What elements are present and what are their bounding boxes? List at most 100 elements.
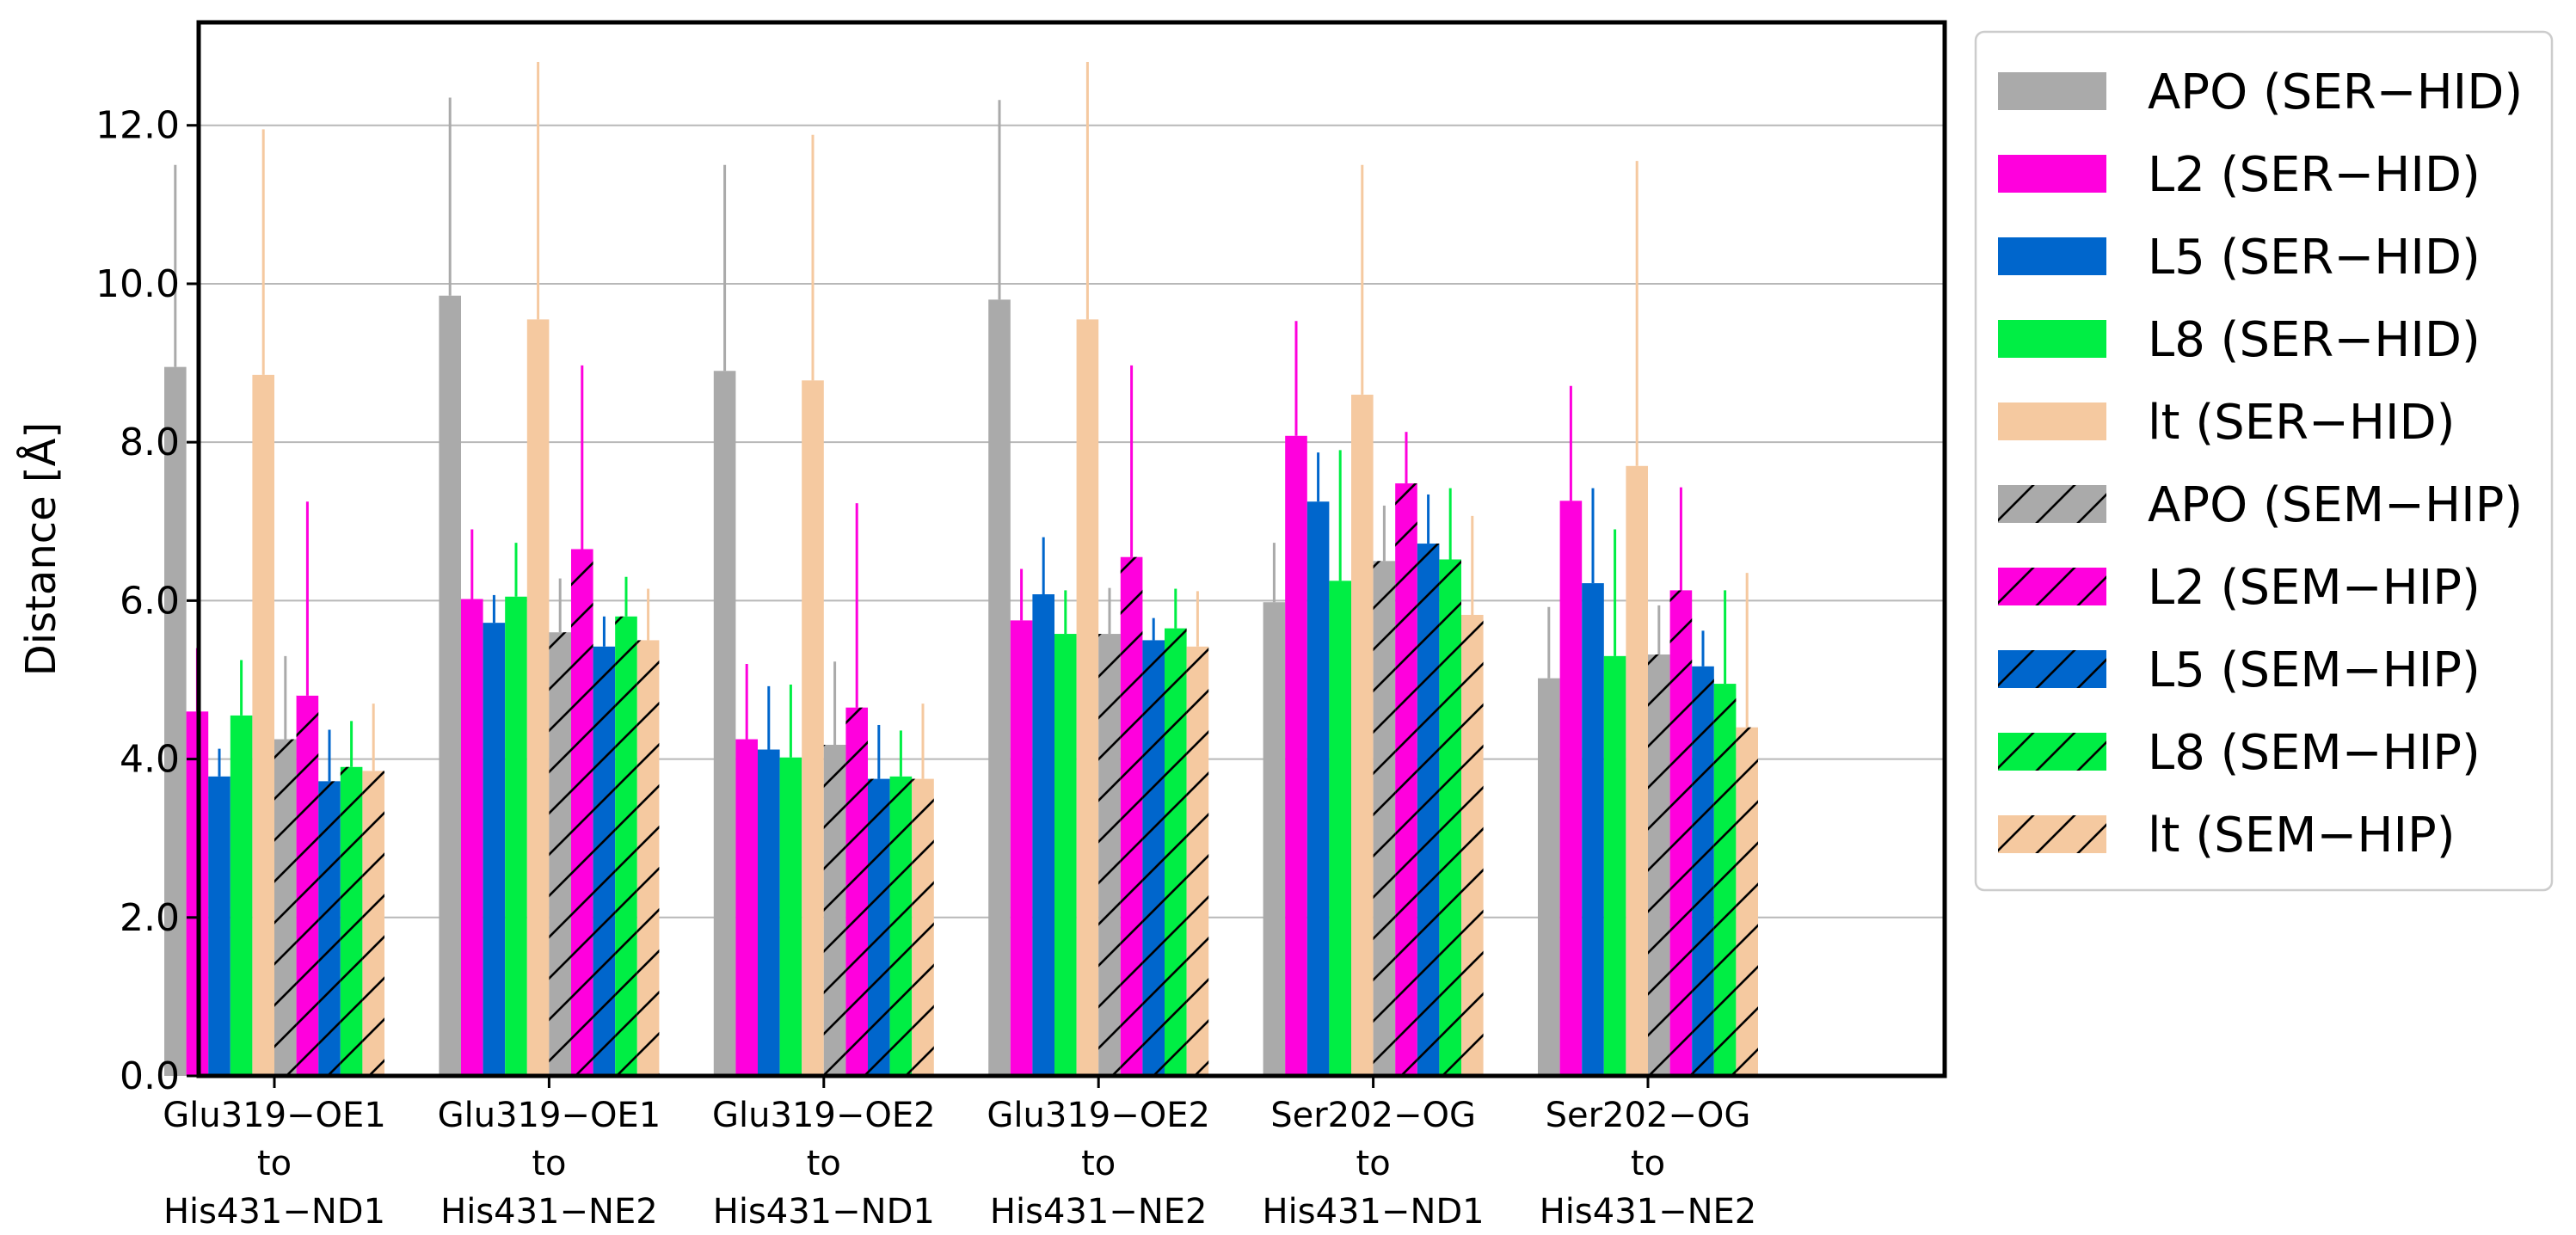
bar [735, 739, 758, 1076]
y-tick-label: 10.0 [95, 262, 180, 306]
bar-hatch [593, 646, 616, 1076]
bar-hatch [1736, 727, 1758, 1076]
y-tick-label: 4.0 [120, 738, 180, 782]
bar [802, 380, 824, 1076]
bar [1582, 583, 1604, 1076]
bars [164, 295, 1758, 1077]
x-tick-label: Glu319−OE2 [712, 1096, 936, 1135]
bar [1538, 678, 1560, 1076]
bar [1285, 435, 1307, 1077]
bar-hatch [1373, 561, 1396, 1076]
bar [1603, 655, 1626, 1076]
bar-hatch [549, 632, 571, 1076]
bar [208, 776, 231, 1076]
x-tick-label: His431−NE2 [1540, 1192, 1757, 1232]
legend-swatch [1998, 320, 2106, 358]
y-tick-label: 6.0 [120, 579, 180, 623]
x-tick-label: Ser202−OG [1546, 1096, 1751, 1135]
x-tick-label: His431−NE2 [990, 1192, 1208, 1232]
bar [164, 366, 187, 1076]
legend-label: L8 (SEM−HIP) [2148, 725, 2481, 781]
y-axis-label: Distance [Å] [16, 422, 65, 676]
bar [1076, 319, 1099, 1076]
bar [1306, 501, 1330, 1076]
legend-label: L2 (SEM−HIP) [2148, 560, 2481, 616]
legend-swatch [1998, 155, 2106, 193]
x-tick-label: to [807, 1144, 841, 1183]
bar [252, 374, 274, 1076]
bar-hatch [1142, 640, 1165, 1076]
bar [1559, 501, 1583, 1076]
bar [483, 623, 506, 1076]
y-tick-label: 2.0 [120, 896, 180, 940]
x-axis: Glu319−OE1 to His431−ND1 Glu319−OE1 to His431… [163, 1076, 1756, 1232]
x-tick-label: His431−ND1 [1263, 1192, 1485, 1232]
plot-frame [196, 20, 1947, 1078]
bar [1351, 394, 1374, 1076]
legend-swatch [1998, 72, 2106, 110]
legend-label: APO (SEM−HIP) [2148, 477, 2523, 533]
x-tick-label: His431−ND1 [163, 1192, 385, 1232]
bar [1263, 602, 1286, 1076]
bar-hatch [912, 778, 934, 1076]
bar-hatch [1165, 628, 1187, 1076]
legend-label: L2 (SER−HID) [2148, 147, 2481, 203]
bar [779, 757, 802, 1076]
legend-swatch-hatch [1998, 485, 2106, 523]
legend-label: lt (SER−HID) [2148, 395, 2456, 451]
bar-hatch [1648, 654, 1670, 1076]
bar-hatch [1186, 646, 1209, 1076]
legend-label: APO (SER−HID) [2148, 65, 2523, 120]
legend-swatch-hatch [1998, 650, 2106, 688]
legend-label: L5 (SER−HID) [2148, 230, 2481, 286]
bar [439, 295, 461, 1076]
bar-hatch [1098, 634, 1121, 1076]
bar-hatch [1120, 556, 1143, 1076]
x-tick-label: to [1631, 1144, 1665, 1183]
bar [1626, 465, 1648, 1076]
bar-hatch [823, 745, 846, 1076]
legend-label: L8 (SER−HID) [2148, 312, 2481, 368]
bar [758, 749, 780, 1076]
bar-hatch [636, 640, 660, 1076]
x-tick-label: Ser202−OG [1270, 1096, 1476, 1135]
bar-hatch [1395, 483, 1417, 1076]
legend-label: L5 (SEM−HIP) [2148, 642, 2481, 698]
legend-swatch-hatch [1998, 568, 2106, 605]
bar [526, 319, 550, 1076]
bar-hatch [318, 781, 341, 1076]
bar [505, 596, 527, 1076]
bar-hatch [845, 707, 868, 1076]
y-tick-label: 12.0 [95, 104, 180, 148]
x-tick-label: to [257, 1144, 292, 1183]
legend-swatch-hatch [1998, 815, 2106, 853]
legend-swatch-hatch [1998, 733, 2106, 771]
bar-hatch [1692, 666, 1714, 1076]
bar-hatch [1713, 684, 1737, 1076]
bar-hatch [1461, 614, 1484, 1076]
x-tick-label: to [1081, 1144, 1116, 1183]
bar [713, 371, 736, 1076]
legend: APO (SER−HID) L2 (SER−HID) L5 (SER−HID) L8 … [1974, 30, 2554, 892]
bar [988, 299, 1011, 1076]
legend-swatch [1998, 402, 2106, 440]
bar-hatch [889, 776, 913, 1076]
bar-hatch [615, 616, 637, 1076]
bar [230, 715, 253, 1076]
bar [1329, 581, 1351, 1076]
bar [1032, 594, 1054, 1076]
x-tick-label: His431−ND1 [713, 1192, 935, 1232]
legend-swatch [1998, 237, 2106, 275]
bar-hatch [868, 778, 890, 1076]
bar-hatch [1439, 559, 1461, 1076]
bar-hatch [274, 739, 297, 1076]
x-tick-label: Glu319−OE1 [438, 1096, 661, 1135]
bar-hatch [362, 771, 384, 1076]
bar-hatch [1417, 544, 1440, 1076]
bar-hatch [296, 695, 319, 1076]
y-axis: 0.0 2.0 4.0 6.0 8.0 10.0 12.0 [95, 104, 199, 1098]
bar [1054, 634, 1077, 1076]
bar-hatch [1669, 590, 1693, 1076]
x-tick-label: to [532, 1144, 566, 1183]
